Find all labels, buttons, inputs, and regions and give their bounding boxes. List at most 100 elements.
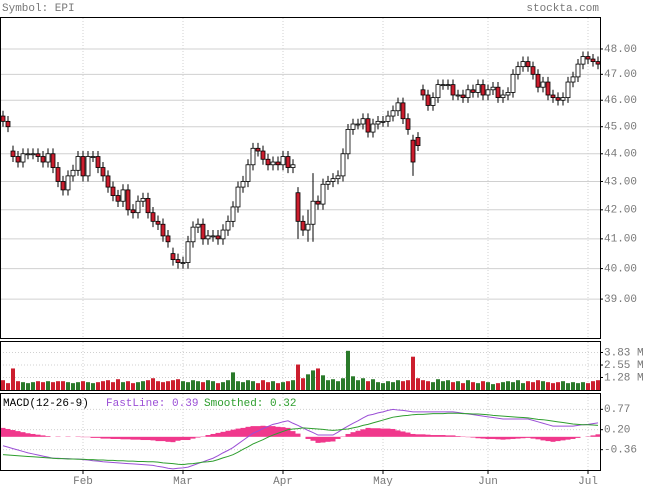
volume-bar <box>401 381 405 390</box>
volume-bar <box>166 381 170 390</box>
histogram-bar <box>160 436 166 442</box>
histogram-bar <box>590 435 596 437</box>
candle-body <box>45 153 51 163</box>
histogram-bar <box>110 436 116 439</box>
volume-bar <box>506 381 510 390</box>
candle-body <box>25 153 31 156</box>
volume-bar <box>241 382 245 390</box>
volume-bar <box>496 383 500 390</box>
volume-bar <box>336 381 340 390</box>
volume-bar <box>331 379 335 390</box>
volume-bar <box>556 382 560 390</box>
histogram-bar <box>425 434 431 437</box>
candle-body <box>140 197 146 202</box>
histogram-bar <box>95 436 101 438</box>
candle-body <box>180 262 186 264</box>
volume-bar <box>76 382 80 390</box>
x-tick-label: Apr <box>273 476 293 486</box>
histogram-bar <box>435 435 441 437</box>
candle-body <box>565 81 571 99</box>
histogram-bar <box>305 436 311 439</box>
histogram-bar <box>440 435 446 437</box>
candle-body <box>190 226 196 243</box>
histogram-bar <box>220 431 226 437</box>
histogram-bar <box>190 436 196 439</box>
candle-body <box>535 73 541 88</box>
candle-body <box>460 94 466 99</box>
candle-body <box>390 110 396 117</box>
candle-body <box>400 102 406 120</box>
candle-body <box>200 223 206 240</box>
candle-body <box>395 102 401 112</box>
histogram-bar <box>485 436 491 439</box>
volume-bar <box>321 375 325 390</box>
candle-body <box>210 235 216 238</box>
candle-body <box>350 123 356 130</box>
volume-bar <box>286 381 290 390</box>
volume-bar <box>341 378 345 390</box>
candle-body <box>490 86 496 91</box>
candle-body <box>315 200 321 205</box>
candle-body <box>510 73 516 93</box>
candle-body <box>230 206 236 222</box>
histogram-bar <box>40 435 46 437</box>
volume-bar <box>416 378 420 390</box>
candle-body <box>245 164 251 182</box>
candle-body <box>280 156 286 166</box>
volume-bar <box>281 382 285 390</box>
y-tick-label: 0.20 <box>604 425 630 437</box>
histogram-bar <box>350 432 356 437</box>
volume-bar <box>581 382 585 390</box>
price-panel <box>0 17 601 339</box>
source: stockta.com <box>526 3 599 15</box>
volume-bar <box>71 383 75 390</box>
candle-body <box>380 120 386 123</box>
volume-bar <box>21 382 25 390</box>
histogram-bar <box>555 436 561 442</box>
volume-bar <box>66 382 70 390</box>
candle-body <box>330 178 336 182</box>
y-tick-label: 1.28 M <box>604 372 644 384</box>
candle-body <box>30 153 36 156</box>
volume-bar <box>476 383 480 390</box>
candle-body <box>530 66 536 75</box>
candle-body <box>225 220 231 231</box>
histogram-bar <box>20 432 26 437</box>
candle-body <box>465 89 471 99</box>
volume-bar <box>531 382 535 390</box>
candle-body <box>275 161 281 166</box>
candle-body <box>65 175 71 191</box>
candle-body <box>145 197 151 214</box>
histogram-bar <box>135 436 141 440</box>
volume-bar <box>406 380 410 390</box>
candle-body <box>285 156 291 168</box>
x-tick-label: Jul <box>578 476 598 486</box>
candle-body <box>505 92 511 96</box>
y-tick-label: 2.55 M <box>604 360 644 372</box>
histogram-bar <box>225 430 231 437</box>
volume-bar <box>191 380 195 390</box>
x-tick-label: Feb <box>73 476 93 486</box>
candle-body <box>375 120 381 125</box>
histogram-bar <box>450 435 456 437</box>
candle-body <box>60 181 66 191</box>
candle-body <box>450 84 456 96</box>
candle-body <box>220 229 226 240</box>
volume-bar <box>276 383 280 390</box>
volume-bar <box>196 381 200 390</box>
histogram-bar <box>545 436 551 442</box>
candle-body <box>575 63 581 78</box>
volume-bar <box>246 380 250 390</box>
volume-bar <box>501 382 505 390</box>
histogram-bar <box>365 427 371 437</box>
histogram-bar <box>475 436 481 439</box>
volume-bar <box>521 383 525 390</box>
histogram-bar <box>100 436 106 439</box>
volume-bar <box>101 381 105 390</box>
histogram-bar <box>280 427 286 437</box>
candle-body <box>440 84 446 87</box>
candle-body <box>415 137 421 146</box>
candle-body <box>325 181 331 185</box>
candle-body <box>270 161 276 166</box>
